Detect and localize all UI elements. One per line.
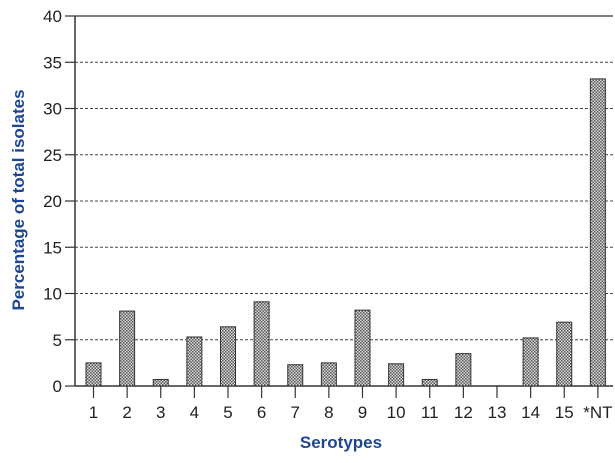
bar-12 — [455, 353, 472, 387]
x-tick-label-13: 13 — [488, 403, 507, 422]
bar-9 — [354, 309, 371, 387]
bar-8 — [320, 362, 337, 387]
x-tick-label-8: 8 — [324, 403, 333, 422]
x-tick-label-12: 12 — [454, 403, 473, 422]
bar-11 — [421, 379, 438, 387]
x-axis-label: Serotypes — [300, 433, 382, 452]
gridlines — [75, 61, 613, 341]
y-tick-labels: 0 5 10 15 20 25 30 35 40 — [43, 7, 62, 396]
bar-3 — [152, 379, 169, 387]
x-tick-label-11: 11 — [421, 403, 439, 422]
x-tick-labels: 1 2 3 4 5 6 7 8 9 10 11 12 13 14 15 *NT — [89, 403, 613, 422]
x-tick-label-2: 2 — [122, 403, 131, 422]
x-tick-label-*NT: *NT — [583, 403, 612, 422]
x-tick-label-5: 5 — [223, 403, 232, 422]
bar-14 — [522, 337, 539, 387]
x-tick-label-6: 6 — [257, 403, 266, 422]
bar-1 — [85, 362, 102, 387]
y-tick-label-15: 15 — [43, 238, 62, 257]
x-tick-label-9: 9 — [358, 403, 367, 422]
bar-15 — [556, 321, 573, 387]
bar-5 — [219, 326, 236, 387]
bar-7 — [287, 364, 304, 387]
bar-6 — [253, 301, 270, 387]
y-tick-label-25: 25 — [43, 146, 62, 165]
y-tick-label-0: 0 — [53, 377, 62, 396]
y-tick-label-10: 10 — [43, 285, 62, 304]
bar-10 — [388, 363, 405, 387]
x-tick-label-7: 7 — [291, 403, 300, 422]
x-tick-label-10: 10 — [387, 403, 406, 422]
bar-*NT — [589, 78, 606, 387]
y-tick-label-20: 20 — [43, 192, 62, 211]
bar-4 — [186, 336, 203, 387]
x-tick-label-3: 3 — [156, 403, 165, 422]
x-tick-label-1: 1 — [89, 403, 98, 422]
y-tick-label-30: 30 — [43, 100, 62, 119]
y-tick-label-40: 40 — [43, 7, 62, 26]
bars — [85, 78, 606, 387]
x-tick-label-4: 4 — [190, 403, 199, 422]
x-tick-label-15: 15 — [555, 403, 574, 422]
x-tick-label-14: 14 — [521, 403, 540, 422]
y-tick-label-5: 5 — [53, 331, 62, 350]
y-tick-label-35: 35 — [43, 53, 62, 72]
bar-2 — [119, 310, 136, 387]
y-axis-label: Percentage of total isolates — [9, 89, 28, 310]
